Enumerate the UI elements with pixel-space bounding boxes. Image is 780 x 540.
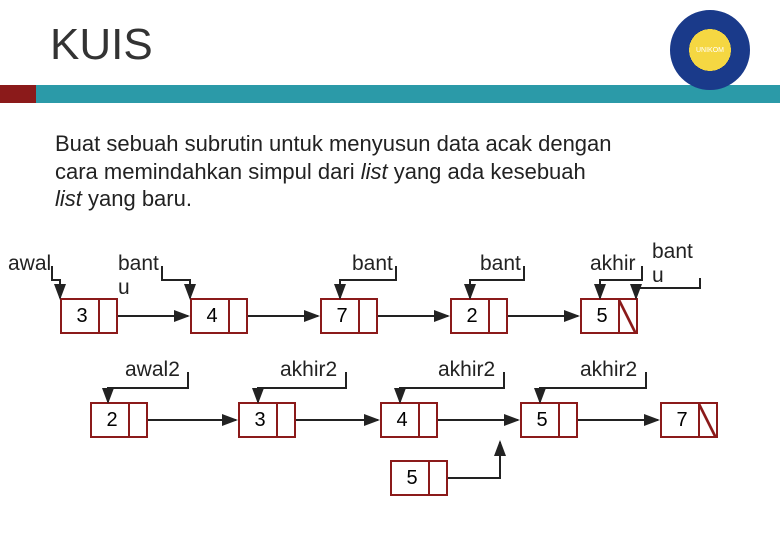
arrows [0, 0, 780, 540]
slide: KUIS UNIKOM Buat sebuah subrutin untuk m… [0, 0, 780, 540]
logo-text: UNIKOM [696, 47, 724, 54]
linked-list-diagram: awal bant u bant bant akhir bant u awal2… [0, 0, 780, 540]
university-logo: UNIKOM [670, 10, 750, 90]
